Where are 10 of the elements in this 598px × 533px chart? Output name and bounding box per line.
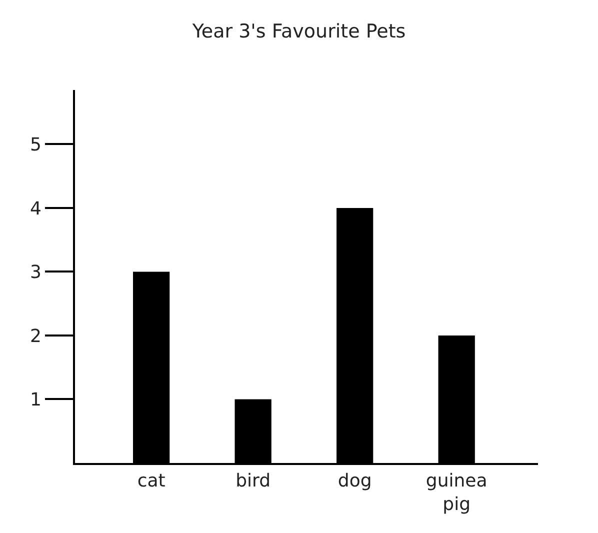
y-tick-label: 4 — [30, 198, 42, 220]
y-tick-label: 1 — [30, 390, 42, 411]
x-tick-label: bird — [236, 470, 271, 492]
chart-title: Year 3's Favourite Pets — [191, 20, 406, 42]
x-tick-label: guinea pig — [426, 470, 488, 515]
y-tick-label: 2 — [30, 326, 42, 347]
y-tick-label: 3 — [30, 262, 42, 284]
x-tick-label: cat — [137, 470, 166, 492]
y-tick-label: 5 — [30, 134, 42, 156]
x-tick-label: dog — [338, 470, 372, 492]
